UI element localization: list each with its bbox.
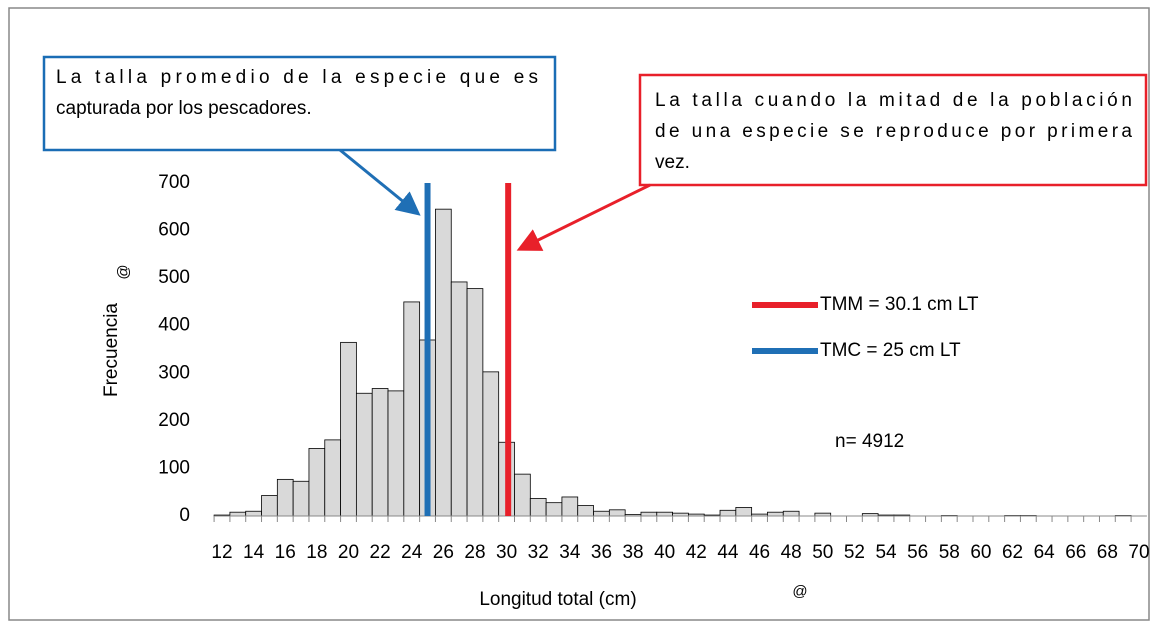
x-tick-label: 68 xyxy=(1097,542,1118,563)
x-tick-label: 70 xyxy=(1128,542,1149,563)
x-tick-label: 38 xyxy=(622,542,643,563)
x-label-mark: @ xyxy=(792,583,807,600)
x-tick-label: 14 xyxy=(243,542,265,563)
x-tick-label: 44 xyxy=(717,542,739,563)
arrow xyxy=(339,148,421,216)
x-tick-label: 34 xyxy=(559,542,581,563)
x-tick-label: 36 xyxy=(591,542,612,563)
bar xyxy=(308,448,326,517)
annotation-box xyxy=(638,73,1148,187)
bar xyxy=(245,510,262,517)
bar xyxy=(292,480,310,517)
bar xyxy=(577,505,594,517)
x-tick-label: 32 xyxy=(528,542,549,563)
annotation-text: vez. xyxy=(655,152,690,173)
bar xyxy=(545,502,563,517)
bar xyxy=(435,208,452,517)
y-tick-label: 300 xyxy=(158,362,190,383)
x-tick-label: 50 xyxy=(812,542,833,563)
bar xyxy=(324,439,341,517)
bar xyxy=(403,301,421,517)
y-tick-label: 600 xyxy=(158,220,190,241)
x-tick-label: 48 xyxy=(781,542,802,563)
x-tick-label: 60 xyxy=(970,542,991,563)
x-tick-label: 20 xyxy=(338,542,359,563)
bar xyxy=(640,511,658,517)
bar xyxy=(719,509,737,517)
x-axis-label: Longitud total (cm) xyxy=(479,589,636,610)
x-tick-label: 30 xyxy=(496,542,517,563)
bar xyxy=(529,497,547,517)
x-tick-label: 18 xyxy=(306,542,327,563)
y-tick-label: 400 xyxy=(158,315,190,336)
annotation-text: de una especie se reproduce por primera xyxy=(655,121,1132,142)
bar xyxy=(261,495,278,517)
bar xyxy=(450,281,468,517)
y-tick-label: 500 xyxy=(158,267,190,288)
bar xyxy=(355,392,373,517)
x-tick-label: 62 xyxy=(1002,542,1023,563)
bar xyxy=(767,511,784,517)
bar xyxy=(371,388,389,517)
x-tick-label: 66 xyxy=(1065,542,1086,563)
frame xyxy=(8,7,1150,621)
x-tick-label: 24 xyxy=(401,542,423,563)
x-tick-label: 40 xyxy=(654,542,675,563)
y-label-mark: @ xyxy=(115,264,132,279)
y-tick-label: 0 xyxy=(179,505,190,526)
bar xyxy=(229,511,247,517)
bar xyxy=(656,511,673,517)
y-tick-label: 200 xyxy=(158,410,190,431)
y-axis-label: Frecuencia xyxy=(101,303,122,397)
x-tick-label: 22 xyxy=(370,542,391,563)
bar xyxy=(561,496,579,517)
annotation-text: capturada por los pescadores. xyxy=(56,98,312,119)
bar xyxy=(514,473,531,517)
annotation-text: La talla cuando la mitad de la población xyxy=(655,90,1132,111)
bar xyxy=(276,478,294,517)
bar xyxy=(735,507,753,517)
x-tick-label: 42 xyxy=(686,542,707,563)
bar xyxy=(782,510,800,517)
x-tick-label: 26 xyxy=(433,542,454,563)
legend-label: TMC = 25 cm LT xyxy=(820,340,961,361)
x-tick-label: 64 xyxy=(1034,542,1056,563)
bar xyxy=(608,509,626,517)
x-tick-label: 56 xyxy=(907,542,928,563)
x-tick-label: 46 xyxy=(749,542,770,563)
bar xyxy=(593,510,610,517)
x-tick-label: 54 xyxy=(875,542,897,563)
bar xyxy=(482,371,500,517)
x-tick-label: 28 xyxy=(464,542,485,563)
annotation-box xyxy=(42,55,557,152)
y-tick-label: 700 xyxy=(158,172,190,193)
bar xyxy=(466,288,484,517)
arrow xyxy=(516,183,651,251)
x-tick-label: 16 xyxy=(275,542,296,563)
y-tick-label: 100 xyxy=(158,457,190,478)
x-tick-label: 52 xyxy=(844,542,865,563)
legend-label: TMM = 30.1 cm LT xyxy=(820,294,979,315)
bar xyxy=(340,341,357,517)
bar xyxy=(387,390,405,517)
x-tick-label: 58 xyxy=(939,542,960,563)
sample-size: n= 4912 xyxy=(835,431,904,452)
x-tick-label: 12 xyxy=(211,542,232,563)
